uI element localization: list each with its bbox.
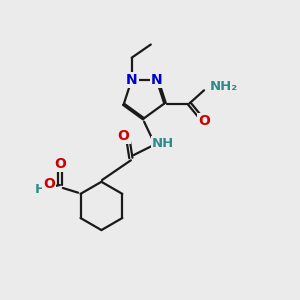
Text: O: O (118, 129, 129, 143)
Text: NH₂: NH₂ (210, 80, 238, 93)
Text: N: N (151, 73, 162, 87)
Text: O: O (198, 114, 210, 128)
Text: N: N (126, 73, 137, 87)
Text: O: O (43, 177, 55, 191)
Text: O: O (54, 157, 66, 171)
Text: NH: NH (152, 137, 174, 150)
Text: H: H (35, 183, 46, 196)
